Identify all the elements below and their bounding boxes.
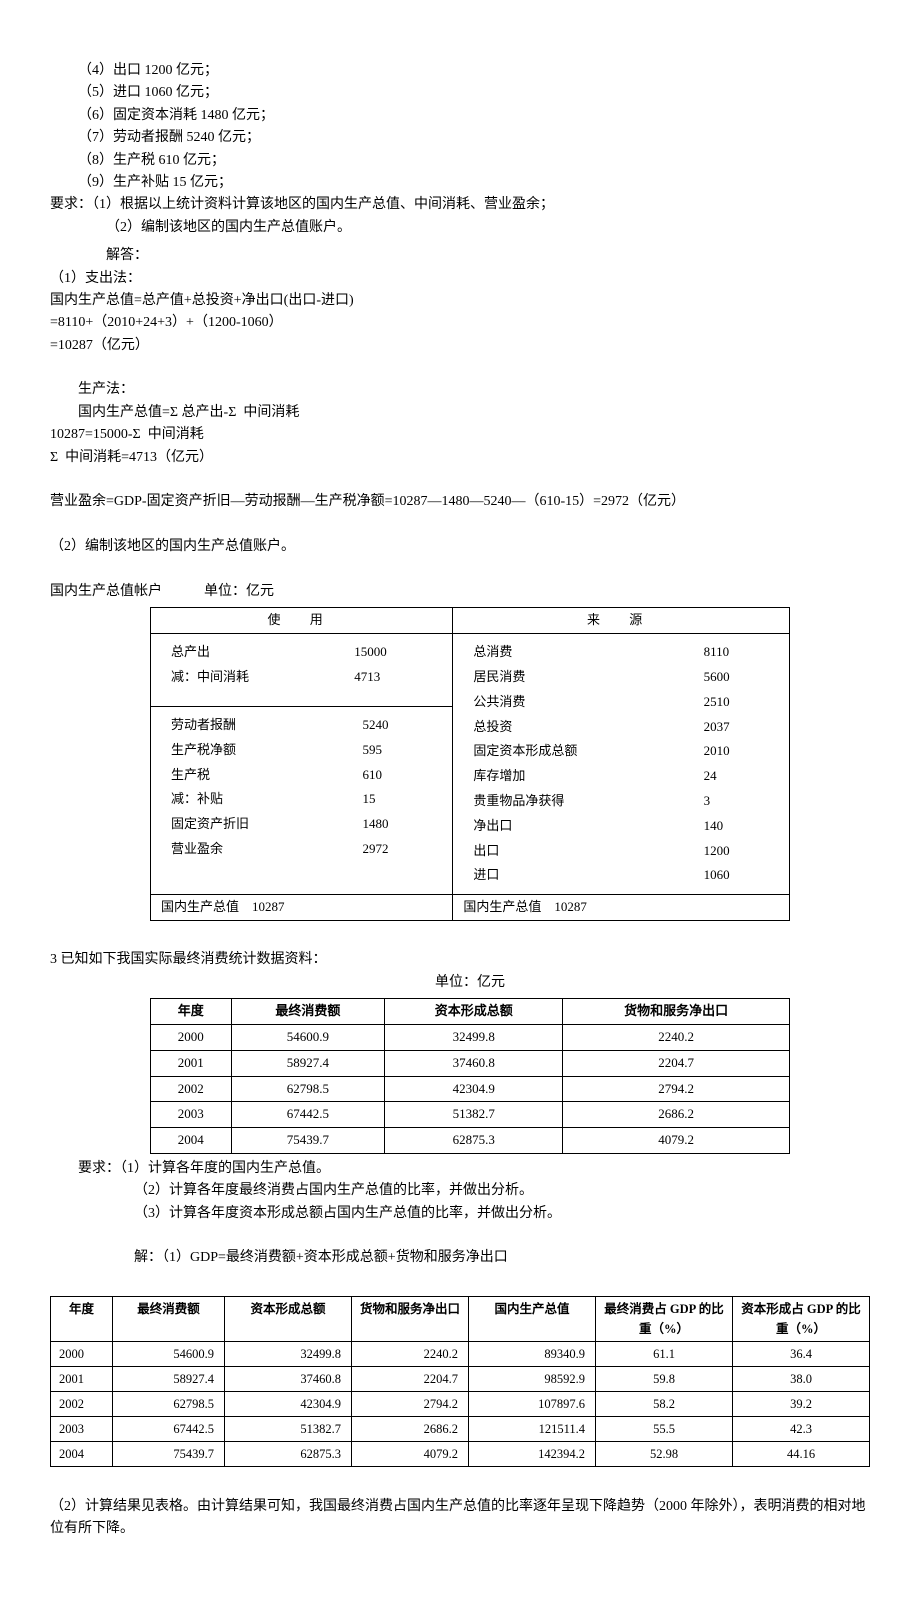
q3-sol1: 解：（1）GDP=最终消费额+资本形成总额+货物和服务净出口	[50, 1247, 870, 1269]
col-capital: 资本形成总额	[385, 999, 563, 1025]
col-consumption: 最终消费额	[231, 999, 385, 1025]
q3-req3: （3）计算各年度资本形成总额占国内生产总值的比率，并做出分析。	[50, 1203, 870, 1225]
table-row: 200158927.437460.82204.7	[151, 1050, 790, 1076]
table-row: 200158927.437460.82204.798592.959.838.0	[51, 1367, 870, 1392]
part2-title: （2）编制该地区的国内生产总值账户。	[50, 536, 870, 558]
q3-req1: 要求：（1）计算各年度的国内生产总值。	[50, 1158, 870, 1180]
header-source: 来 源	[453, 608, 790, 634]
col-netexport: 货物和服务净出口	[563, 999, 790, 1025]
requirement-2: （2）编制该地区的国内生产总值账户。	[50, 217, 870, 239]
table-row: 200475439.762875.34079.2142394.252.9844.…	[51, 1442, 870, 1467]
total-use: 国内生产总值 10287	[151, 895, 453, 921]
table-row: 200054600.932499.82240.289340.961.136.4	[51, 1342, 870, 1367]
calc-step: =8110+（2010+24+3）+（1200-1060）	[50, 312, 870, 334]
source-cell: 总消费8110 居民消费5600 公共消费2510 总投资2037 固定资本形成…	[453, 634, 790, 895]
col-year: 年度	[151, 999, 232, 1025]
use-cell-2: 劳动者报酬5240 生产税净额595 生产税610 减：补贴15 固定资产折旧1…	[151, 706, 453, 894]
table-row: 200367442.551382.72686.2121511.455.542.3	[51, 1417, 870, 1442]
production-formula: 国内生产总值=Σ 总产出-Σ 中间消耗	[50, 402, 870, 424]
item-6: （6）固定资本消耗 1480 亿元；	[50, 105, 870, 127]
consumption-data-table: 年度 最终消费额 资本形成总额 货物和服务净出口 200054600.93249…	[150, 998, 790, 1154]
operating-surplus: 营业盈余=GDP-固定资产折旧—劳动报酬—生产税净额=10287—1480—52…	[50, 491, 870, 513]
table-header-row: 年度 最终消费额 资本形成总额 货物和服务净出口 国内生产总值 最终消费占 GD…	[51, 1297, 870, 1342]
q3-req2: （2）计算各年度最终消费占国内生产总值的比率，并做出分析。	[50, 1180, 870, 1202]
analysis-text: （2）计算结果见表格。由计算结果可知，我国最终消费占国内生产总值的比率逐年呈现下…	[50, 1496, 870, 1541]
gdp-result-table: 年度 最终消费额 资本形成总额 货物和服务净出口 国内生产总值 最终消费占 GD…	[50, 1296, 870, 1467]
item-9: （9）生产补贴 15 亿元；	[50, 172, 870, 194]
account-title: 国内生产总值帐户 单位：亿元	[50, 581, 870, 603]
item-5: （5）进口 1060 亿元；	[50, 82, 870, 104]
q3-unit: 单位：亿元	[150, 972, 790, 994]
answer-title: 解答：	[50, 245, 870, 267]
header-use: 使 用	[151, 608, 453, 634]
item-8: （8）生产税 610 亿元；	[50, 150, 870, 172]
table-header-row: 年度 最终消费额 资本形成总额 货物和服务净出口	[151, 999, 790, 1025]
table-row: 200262798.542304.92794.2107897.658.239.2	[51, 1392, 870, 1417]
item-7: （7）劳动者报酬 5240 亿元；	[50, 127, 870, 149]
production-result: Σ 中间消耗=4713（亿元）	[50, 447, 870, 469]
use-cell: 总产出15000 减：中间消耗4713	[151, 634, 453, 707]
gdp-account-table: 使 用 来 源 总产出15000 减：中间消耗4713 总消费8110 居民消费…	[150, 607, 790, 921]
production-eq: 10287=15000-Σ 中间消耗	[50, 424, 870, 446]
item-4: （4）出口 1200 亿元；	[50, 60, 870, 82]
table-row: 200054600.932499.82240.2	[151, 1024, 790, 1050]
total-source: 国内生产总值 10287	[453, 895, 790, 921]
q3-title: 3 已知如下我国实际最终消费统计数据资料：	[50, 949, 870, 971]
table-row: 200262798.542304.92794.2	[151, 1076, 790, 1102]
answer-1: （1）支出法：	[50, 268, 870, 290]
requirement-1: 要求：（1）根据以上统计资料计算该地区的国内生产总值、中间消耗、营业盈余；	[50, 194, 870, 216]
table-row: 200367442.551382.72686.2	[151, 1102, 790, 1128]
calc-result: =10287（亿元）	[50, 335, 870, 357]
table-row: 200475439.762875.34079.2	[151, 1128, 790, 1154]
formula-expenditure: 国内生产总值=总产值+总投资+净出口(出口-进口)	[50, 290, 870, 312]
production-method-title: 生产法：	[50, 379, 870, 401]
